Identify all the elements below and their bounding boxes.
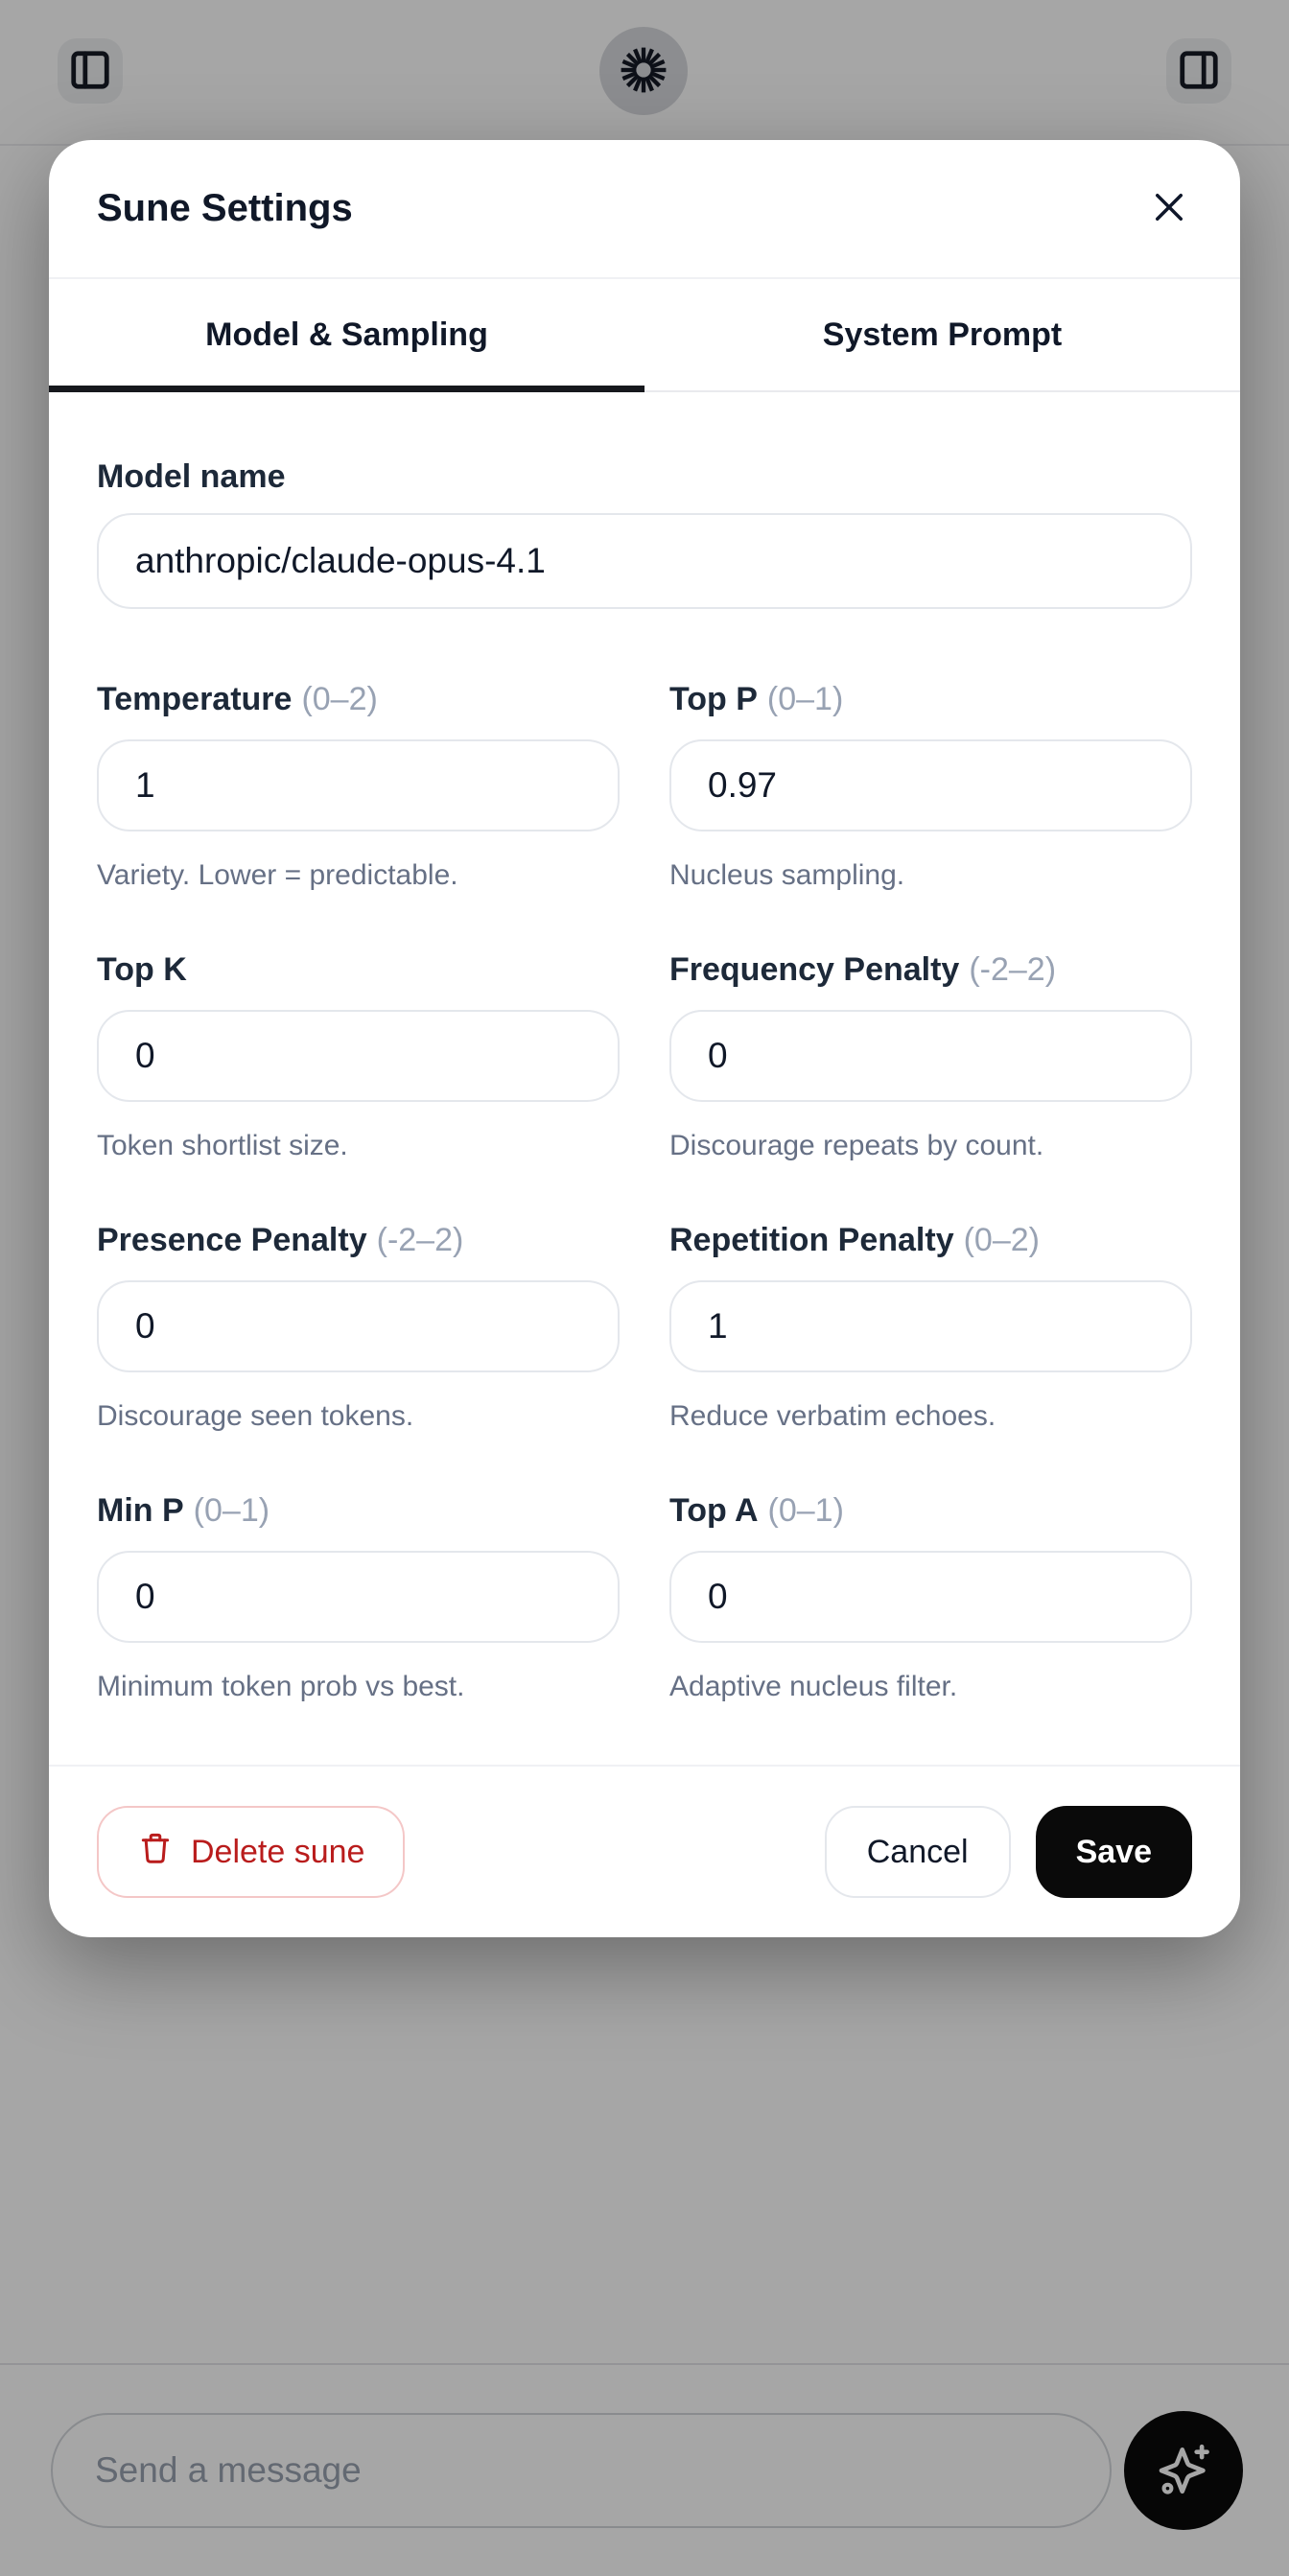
tab-system-prompt[interactable]: System Prompt <box>644 279 1240 390</box>
top-k-input[interactable] <box>97 1010 620 1102</box>
delete-sune-label: Delete sune <box>191 1833 365 1870</box>
repetition-penalty-helper: Reduce verbatim echoes. <box>669 1400 996 1432</box>
tab-model-sampling[interactable]: Model & Sampling <box>49 279 644 390</box>
panel-right-icon <box>1177 48 1221 95</box>
starburst-icon <box>619 45 668 98</box>
close-button[interactable] <box>1140 180 1198 238</box>
modal-tabs: Model & Sampling System Prompt <box>49 279 1240 392</box>
temperature-range: (0–2) <box>301 681 378 717</box>
field-presence-penalty: Presence Penalty(-2–2) Discourage seen t… <box>97 1219 620 1436</box>
presence-penalty-helper: Discourage seen tokens. <box>97 1400 414 1432</box>
model-name-label: Model name <box>97 458 286 495</box>
right-panel-toggle-button[interactable] <box>1166 38 1231 104</box>
top-p-range: (0–1) <box>766 681 844 717</box>
field-frequency-penalty: Frequency Penalty(-2–2) Discourage repea… <box>669 948 1192 1165</box>
repetition-penalty-range: (0–2) <box>963 1222 1040 1258</box>
temperature-input[interactable] <box>97 739 620 831</box>
min-p-label: Min P <box>97 1492 184 1529</box>
modal-content: Model name Temperature(0–2) Variety. Low… <box>49 392 1240 1765</box>
repetition-penalty-input[interactable] <box>669 1280 1192 1372</box>
save-label: Save <box>1075 1833 1152 1870</box>
frequency-penalty-label: Frequency Penalty <box>669 951 960 988</box>
trash-icon <box>137 1830 174 1875</box>
save-button[interactable]: Save <box>1035 1806 1192 1898</box>
composer-divider <box>0 2363 1289 2365</box>
delete-sune-button[interactable]: Delete sune <box>97 1806 406 1898</box>
sune-settings-modal: Sune Settings Model & Sampling System Pr… <box>49 140 1240 1937</box>
field-repetition-penalty: Repetition Penalty(0–2) Reduce verbatim … <box>669 1219 1192 1436</box>
sampling-grid: Temperature(0–2) Variety. Lower = predic… <box>97 678 1192 1706</box>
field-top-k: Top K Token shortlist size. <box>97 948 620 1165</box>
top-p-helper: Nucleus sampling. <box>669 859 905 891</box>
top-p-label: Top P <box>669 681 758 717</box>
frequency-penalty-input[interactable] <box>669 1010 1192 1102</box>
message-input[interactable] <box>51 2413 1112 2528</box>
top-bar <box>0 0 1289 146</box>
top-k-helper: Token shortlist size. <box>97 1130 348 1161</box>
active-tab-underline <box>49 386 644 392</box>
temperature-helper: Variety. Lower = predictable. <box>97 859 458 891</box>
presence-penalty-label: Presence Penalty <box>97 1222 367 1258</box>
top-a-range: (0–1) <box>767 1492 844 1529</box>
model-name-input[interactable] <box>97 513 1192 609</box>
cancel-label: Cancel <box>866 1833 969 1870</box>
field-top-p: Top P(0–1) Nucleus sampling. <box>669 678 1192 895</box>
modal-title: Sune Settings <box>97 187 353 229</box>
cancel-button[interactable]: Cancel <box>824 1806 1011 1898</box>
presence-penalty-range: (-2–2) <box>376 1222 464 1258</box>
top-a-helper: Adaptive nucleus filter. <box>669 1671 958 1702</box>
send-button[interactable] <box>1124 2411 1243 2530</box>
modal-footer: Delete sune Cancel Save <box>49 1765 1240 1937</box>
top-a-label: Top A <box>669 1492 759 1529</box>
sidebar-toggle-button[interactable] <box>58 38 123 104</box>
frequency-penalty-helper: Discourage repeats by count. <box>669 1130 1044 1161</box>
min-p-input[interactable] <box>97 1551 620 1643</box>
close-icon <box>1149 187 1189 230</box>
min-p-range: (0–1) <box>193 1492 270 1529</box>
repetition-penalty-label: Repetition Penalty <box>669 1222 954 1258</box>
sune-avatar-button[interactable] <box>599 27 688 115</box>
field-min-p: Min P(0–1) Minimum token prob vs best. <box>97 1489 620 1706</box>
field-temperature: Temperature(0–2) Variety. Lower = predic… <box>97 678 620 895</box>
field-top-a: Top A(0–1) Adaptive nucleus filter. <box>669 1489 1192 1706</box>
top-k-label: Top K <box>97 951 187 988</box>
frequency-penalty-range: (-2–2) <box>969 951 1057 988</box>
temperature-label: Temperature <box>97 681 293 717</box>
modal-header: Sune Settings <box>49 140 1240 279</box>
sparkles-icon <box>1154 2440 1213 2502</box>
panel-left-icon <box>68 48 112 95</box>
presence-penalty-input[interactable] <box>97 1280 620 1372</box>
top-a-input[interactable] <box>669 1551 1192 1643</box>
top-p-input[interactable] <box>669 739 1192 831</box>
min-p-helper: Minimum token prob vs best. <box>97 1671 465 1702</box>
